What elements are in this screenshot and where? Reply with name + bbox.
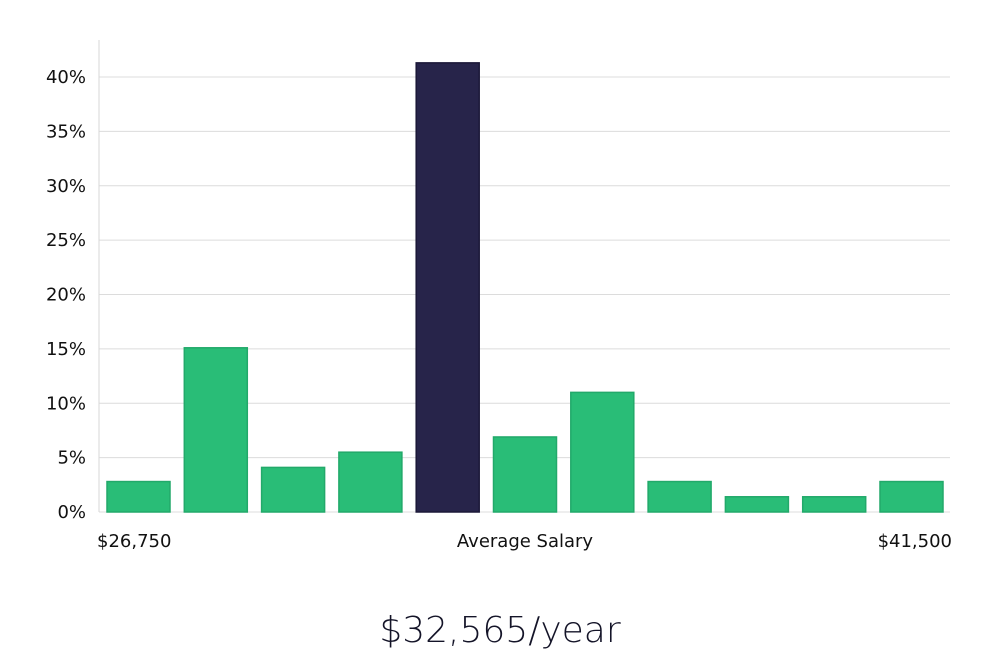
bar-7 bbox=[570, 391, 635, 513]
bar-6 bbox=[492, 436, 558, 513]
y-tick-label: 5% bbox=[57, 448, 86, 469]
bar-2 bbox=[183, 347, 249, 513]
y-tick-label: 15% bbox=[46, 339, 86, 360]
y-tick-label: 0% bbox=[57, 502, 86, 523]
y-tick-label: 40% bbox=[46, 67, 86, 88]
y-tick-label: 25% bbox=[46, 230, 86, 251]
bar-10 bbox=[801, 496, 867, 513]
salary-distribution-chart: 0% 5% 10% 15% 20% 25% 30% 35% 40% $26,750 Averag… bbox=[46, 40, 952, 552]
x-min-label: $26,750 bbox=[97, 531, 171, 552]
bar-8 bbox=[647, 480, 712, 513]
y-tick-label: 30% bbox=[46, 176, 86, 197]
bars bbox=[106, 62, 944, 513]
x-max-label: $41,500 bbox=[878, 531, 952, 552]
y-tick-label: 20% bbox=[46, 285, 86, 306]
x-center-label: Average Salary bbox=[457, 531, 594, 552]
y-tick-label: 35% bbox=[46, 121, 86, 142]
y-tick-labels: 0% 5% 10% 15% 20% 25% 30% 35% 40% bbox=[46, 67, 86, 523]
bar-1 bbox=[106, 480, 171, 513]
average-salary-value: $32,565/year bbox=[379, 610, 621, 651]
bar-9 bbox=[724, 496, 790, 513]
y-tick-label: 10% bbox=[46, 393, 86, 414]
bar-average-salary bbox=[415, 62, 480, 513]
bar-4 bbox=[338, 451, 403, 513]
bar-11 bbox=[879, 480, 944, 513]
bar-3 bbox=[260, 466, 326, 513]
